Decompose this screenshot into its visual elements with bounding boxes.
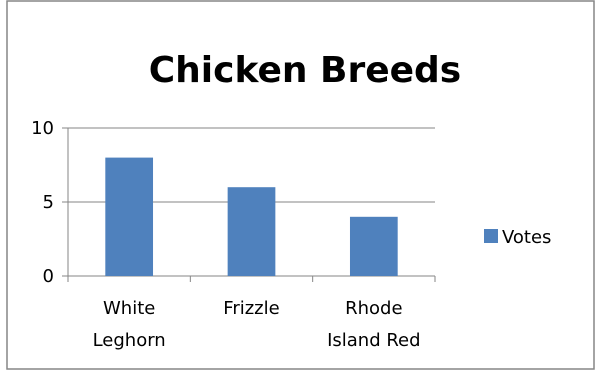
x-category-labels: White Leghorn Frizzle Rhode Island Red (93, 298, 421, 351)
category-label-line: Island Red (327, 330, 420, 351)
category-label-line: Frizzle (223, 298, 279, 319)
chart-title: Chicken Breeds (149, 50, 462, 91)
category-label-line: Rhode (345, 298, 402, 319)
legend-swatch (484, 229, 498, 243)
y-tick-label: 10 (31, 118, 54, 139)
category-label-line: Leghorn (93, 330, 166, 351)
chart-frame (6, 0, 595, 370)
bars (105, 157, 398, 276)
x-category-label: Frizzle (223, 298, 279, 319)
x-category-label: White Leghorn (93, 298, 166, 351)
bar (349, 216, 398, 276)
bar (105, 157, 154, 276)
legend: Votes (484, 227, 551, 248)
y-tick-label: 0 (43, 266, 54, 287)
category-label-line: White (103, 298, 155, 319)
bar (227, 187, 276, 276)
x-category-label: Rhode Island Red (327, 298, 420, 351)
y-tick-label: 5 (43, 192, 54, 213)
y-tick-labels: 0 5 10 (31, 118, 54, 287)
legend-label: Votes (502, 227, 551, 248)
